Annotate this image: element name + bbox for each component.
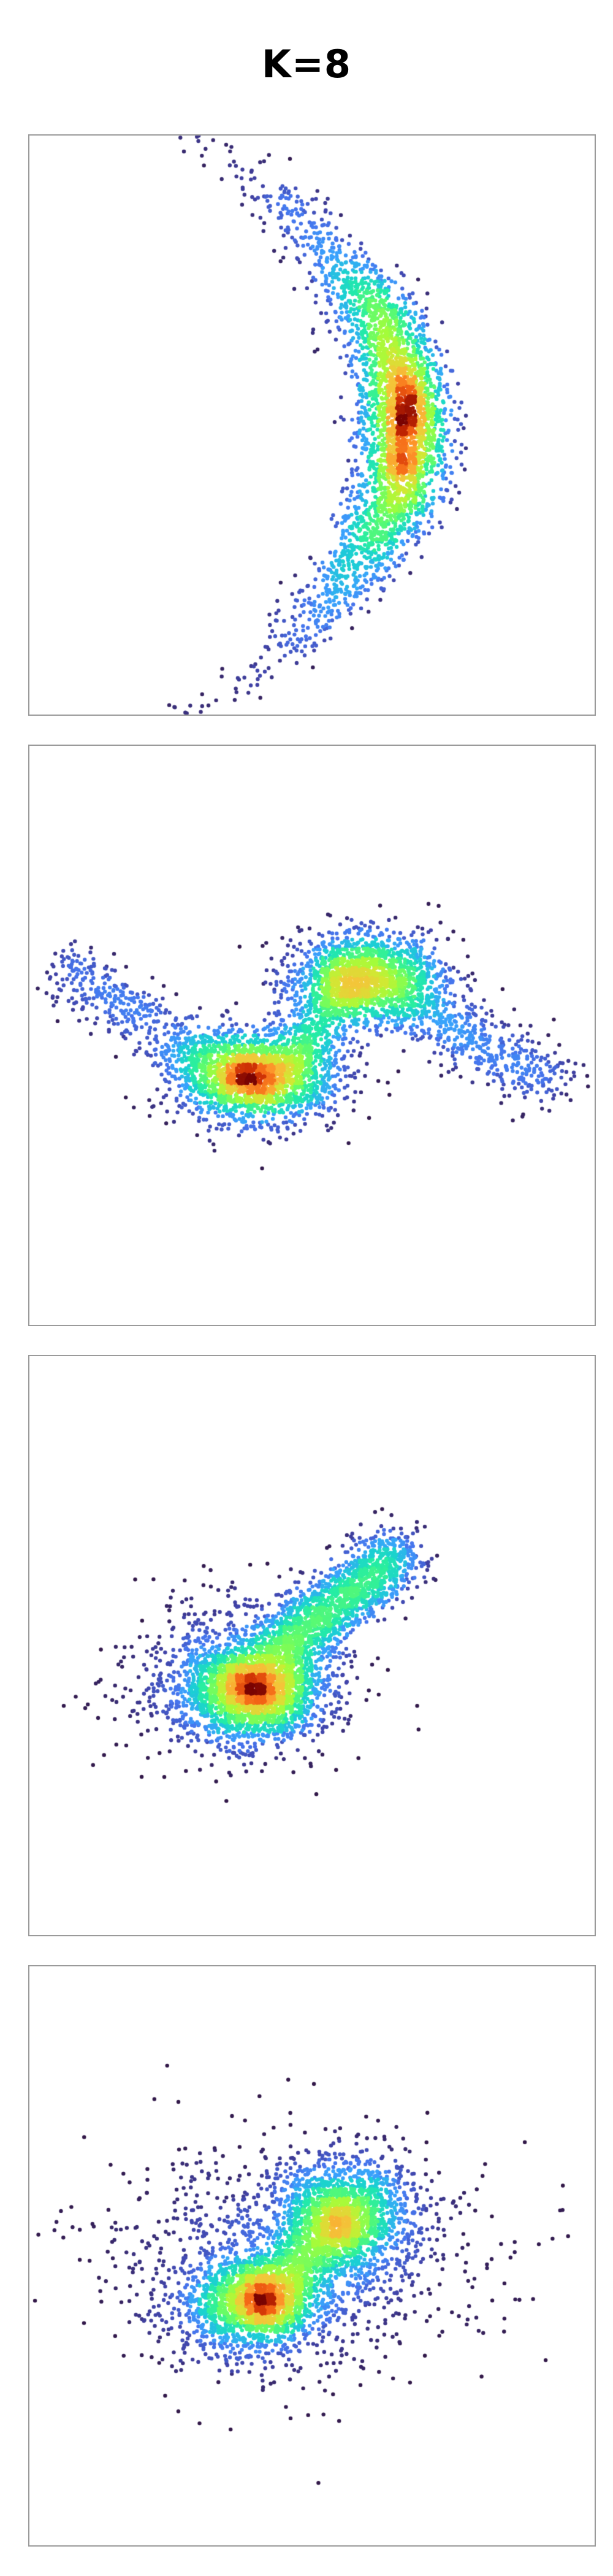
density-scatter-plot-4 — [29, 1966, 595, 2545]
density-scatter-plot-1 — [29, 136, 595, 715]
scatter-panel-4 — [28, 1965, 596, 2547]
figure-title: K=8 — [261, 42, 352, 86]
density-scatter-plot-2 — [29, 746, 595, 1325]
scatter-panel-2 — [28, 745, 596, 1326]
scatter-panel-3 — [28, 1355, 596, 1936]
scatter-panel-1 — [28, 134, 596, 716]
density-scatter-plot-3 — [29, 1356, 595, 1935]
